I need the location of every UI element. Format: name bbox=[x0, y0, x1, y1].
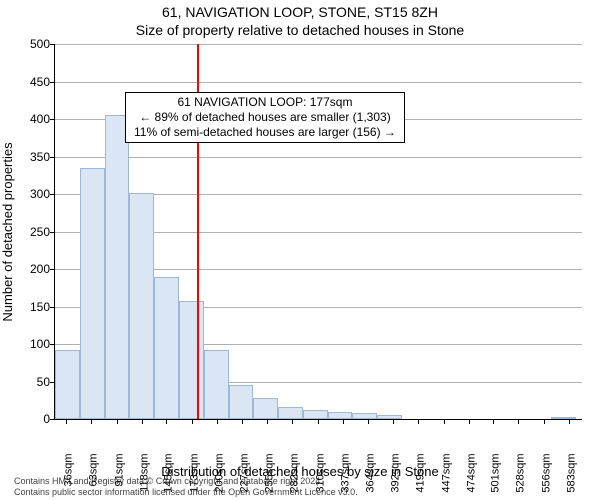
y-tick-label: 150 bbox=[10, 301, 50, 313]
x-tick-mark bbox=[343, 420, 344, 424]
x-tick-mark bbox=[117, 420, 118, 424]
y-tick-mark bbox=[50, 157, 54, 158]
x-tick-mark bbox=[242, 420, 243, 424]
callout-line-2: ← 89% of detached houses are smaller (1,… bbox=[134, 110, 396, 125]
x-tick-label: 145sqm bbox=[164, 454, 175, 500]
x-tick-mark bbox=[292, 420, 293, 424]
x-tick-label: 255sqm bbox=[265, 454, 276, 500]
y-tick-label: 250 bbox=[10, 226, 50, 238]
x-tick-mark bbox=[493, 420, 494, 424]
x-tick-mark bbox=[469, 420, 470, 424]
x-tick-mark bbox=[518, 420, 519, 424]
x-tick-mark bbox=[91, 420, 92, 424]
y-tick-label: 0 bbox=[10, 413, 50, 425]
histogram-bar bbox=[154, 277, 179, 420]
y-tick-mark bbox=[50, 44, 54, 45]
y-tick-mark bbox=[50, 119, 54, 120]
y-tick-mark bbox=[50, 307, 54, 308]
x-tick-label: 227sqm bbox=[239, 454, 250, 500]
gridline bbox=[55, 44, 582, 45]
x-tick-mark bbox=[166, 420, 167, 424]
x-tick-label: 337sqm bbox=[340, 454, 351, 500]
callout-line-1: 61 NAVIGATION LOOP: 177sqm bbox=[134, 95, 396, 110]
x-tick-label: 392sqm bbox=[391, 454, 402, 500]
histogram-bar bbox=[328, 412, 353, 420]
y-tick-mark bbox=[50, 82, 54, 83]
x-tick-label: 364sqm bbox=[365, 454, 376, 500]
x-tick-mark bbox=[418, 420, 419, 424]
histogram-bar bbox=[55, 350, 80, 419]
x-tick-label: 447sqm bbox=[441, 454, 452, 500]
x-tick-label: 173sqm bbox=[190, 454, 201, 500]
y-tick-label: 400 bbox=[10, 113, 50, 125]
x-tick-label: 36sqm bbox=[64, 454, 75, 500]
x-tick-mark bbox=[217, 420, 218, 424]
y-tick-label: 500 bbox=[10, 38, 50, 50]
histogram-bar bbox=[179, 301, 204, 420]
y-tick-mark bbox=[50, 344, 54, 345]
x-tick-label: 556sqm bbox=[541, 454, 552, 500]
y-tick-label: 200 bbox=[10, 263, 50, 275]
y-tick-mark bbox=[50, 419, 54, 420]
gridline bbox=[55, 82, 582, 83]
x-tick-mark bbox=[192, 420, 193, 424]
histogram-bar bbox=[551, 417, 576, 419]
x-tick-label: 282sqm bbox=[290, 454, 301, 500]
x-tick-mark bbox=[444, 420, 445, 424]
histogram-bar bbox=[377, 415, 402, 420]
histogram-bar bbox=[278, 407, 303, 419]
histogram-bar bbox=[303, 410, 328, 419]
x-tick-label: 310sqm bbox=[315, 454, 326, 500]
x-tick-mark bbox=[544, 420, 545, 424]
y-tick-label: 100 bbox=[10, 338, 50, 350]
x-tick-label: 419sqm bbox=[416, 454, 427, 500]
x-tick-label: 474sqm bbox=[466, 454, 477, 500]
y-tick-mark bbox=[50, 382, 54, 383]
histogram-bar bbox=[204, 350, 229, 419]
callout-line-3: 11% of semi-detached houses are larger (… bbox=[134, 125, 396, 140]
x-tick-mark bbox=[368, 420, 369, 424]
gridline bbox=[55, 157, 582, 158]
y-tick-mark bbox=[50, 194, 54, 195]
histogram-bar bbox=[80, 168, 105, 419]
page-title: 61, NAVIGATION LOOP, STONE, ST15 8ZH bbox=[0, 4, 600, 20]
x-tick-label: 91sqm bbox=[114, 454, 125, 500]
histogram-bar bbox=[352, 413, 377, 419]
histogram-bar bbox=[129, 193, 154, 420]
histogram-plot: 61 NAVIGATION LOOP: 177sqm ← 89% of deta… bbox=[54, 44, 582, 420]
x-tick-mark bbox=[66, 420, 67, 424]
x-tick-label: 501sqm bbox=[491, 454, 502, 500]
x-tick-label: 63sqm bbox=[89, 454, 100, 500]
histogram-bar bbox=[253, 398, 278, 419]
histogram-bar bbox=[229, 385, 254, 419]
y-tick-mark bbox=[50, 269, 54, 270]
y-tick-label: 50 bbox=[10, 376, 50, 388]
x-tick-mark bbox=[393, 420, 394, 424]
x-tick-label: 118sqm bbox=[139, 454, 150, 500]
callout-box: 61 NAVIGATION LOOP: 177sqm ← 89% of deta… bbox=[125, 92, 405, 143]
x-tick-mark bbox=[142, 420, 143, 424]
x-tick-mark bbox=[569, 420, 570, 424]
x-tick-label: 528sqm bbox=[516, 454, 527, 500]
y-tick-label: 300 bbox=[10, 188, 50, 200]
x-tick-label: 200sqm bbox=[214, 454, 225, 500]
x-tick-mark bbox=[267, 420, 268, 424]
x-tick-mark bbox=[318, 420, 319, 424]
page-subtitle: Size of property relative to detached ho… bbox=[0, 22, 600, 38]
y-tick-label: 450 bbox=[10, 76, 50, 88]
histogram-bar bbox=[105, 115, 130, 419]
x-tick-label: 583sqm bbox=[566, 454, 577, 500]
y-tick-mark bbox=[50, 232, 54, 233]
y-tick-label: 350 bbox=[10, 151, 50, 163]
